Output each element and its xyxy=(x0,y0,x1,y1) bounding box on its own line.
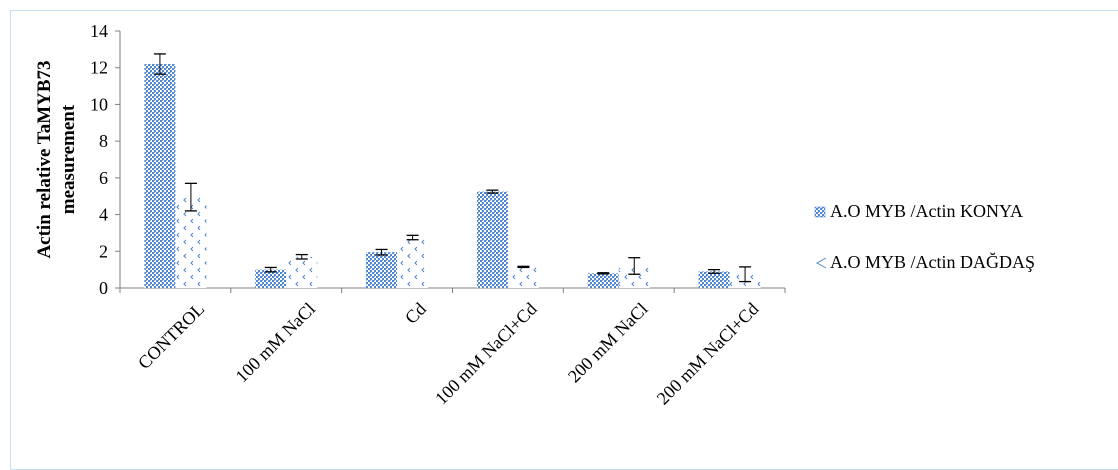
bar xyxy=(255,269,287,288)
x-tick-label: 200 mM NaCl xyxy=(564,299,652,387)
bar xyxy=(397,237,429,288)
y-tick-label: 10 xyxy=(90,94,108,114)
legend: A.O MYB /Actin KONYA A.O MYB /Actin DAĞDA… xyxy=(814,201,1035,272)
y-tick-label: 4 xyxy=(99,205,108,225)
x-tick-label: 100 mM NaCl xyxy=(231,299,319,387)
x-tick-label: 200 mM NaCl+Cd xyxy=(653,299,763,409)
x-tick-label: Cd xyxy=(401,299,430,328)
legend-label: A.O MYB /Actin DAĞDAŞ xyxy=(830,251,1035,272)
legend-label: A.O MYB /Actin KONYA xyxy=(830,201,1023,221)
x-axis: CONTROL 100 mM NaCl Cd 100 mM NaCl+Cd 200 mM… xyxy=(119,287,786,409)
y-tick-label: 6 xyxy=(99,168,108,188)
legend-swatch xyxy=(815,257,827,269)
bar xyxy=(144,64,176,289)
x-tick-label: CONTROL xyxy=(134,299,208,373)
bar xyxy=(698,271,730,288)
bar xyxy=(476,191,508,288)
y-tick-label: 14 xyxy=(90,21,108,41)
y-tick-label: 2 xyxy=(99,241,108,261)
bar xyxy=(286,256,318,288)
error-bars xyxy=(153,53,752,283)
x-tick-label: 100 mM NaCl+Cd xyxy=(431,299,541,409)
bar-chart: 0 2 4 6 8 10 12 14 CONTROL 100 mM NaCl Cd 100 mM N… xyxy=(34,21,1035,409)
y-tick-label: 12 xyxy=(90,58,108,78)
bar xyxy=(366,252,398,288)
y-axis-label: Actin relative TaMYB73 measurement xyxy=(34,60,79,258)
bars xyxy=(144,64,761,289)
bar xyxy=(587,273,619,288)
bar xyxy=(507,266,539,288)
y-axis: 0 2 4 6 8 10 12 14 xyxy=(90,21,121,298)
y-tick-label: 0 xyxy=(99,278,108,298)
y-tick-label: 8 xyxy=(99,131,108,151)
bar xyxy=(618,265,650,288)
bar xyxy=(175,197,207,288)
legend-swatch xyxy=(814,206,826,218)
